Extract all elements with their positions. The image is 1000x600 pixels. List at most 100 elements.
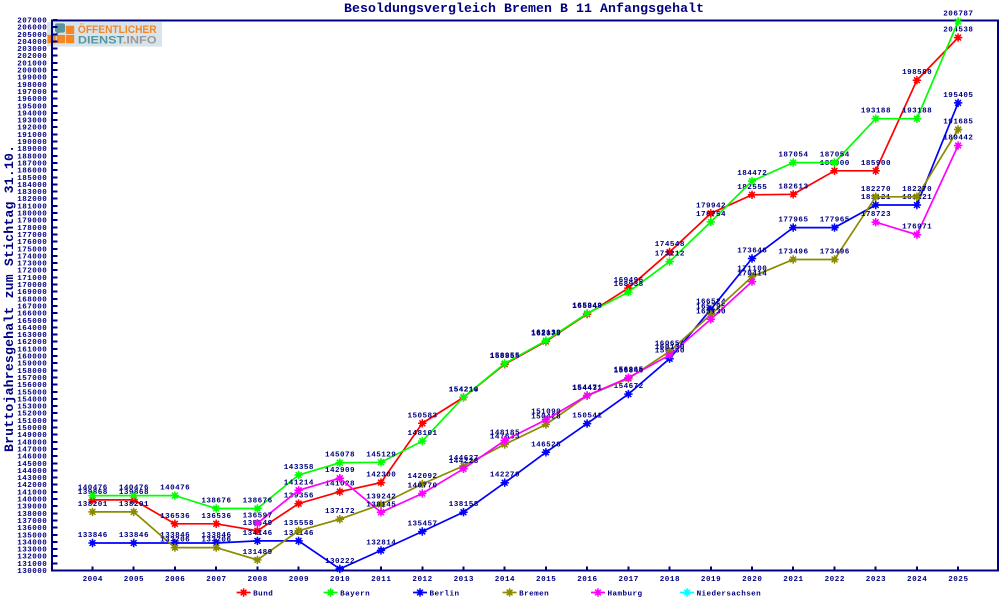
svg-text:2016: 2016 [577,576,597,584]
svg-text:137000: 137000 [17,518,47,526]
svg-text:179000: 179000 [17,218,47,226]
svg-text:160000: 160000 [17,354,47,362]
svg-text:203000: 203000 [17,46,47,54]
svg-text:134146: 134146 [243,530,273,538]
svg-text:2019: 2019 [701,576,721,584]
svg-text:164000: 164000 [17,325,47,333]
svg-text:167000: 167000 [17,304,47,312]
svg-text:151000: 151000 [17,418,47,426]
svg-text:ÖFFENTLICHER: ÖFFENTLICHER [78,23,157,36]
svg-text:2007: 2007 [206,576,226,584]
svg-text:174000: 174000 [17,253,47,261]
svg-text:131489: 131489 [243,549,273,557]
svg-text:182613: 182613 [778,183,808,191]
svg-text:Besoldungsvergleich Bremen B 1: Besoldungsvergleich Bremen B 11 Anfangsg… [344,1,704,16]
svg-text:145078: 145078 [325,452,355,460]
svg-text:157000: 157000 [17,375,47,383]
svg-text:158955: 158955 [490,353,520,361]
svg-text:173646: 173646 [737,248,767,256]
svg-text:DIENST.INFO: DIENST .INFO [78,35,157,47]
svg-text:130222: 130222 [325,558,355,566]
svg-text:187000: 187000 [17,161,47,169]
svg-text:186000: 186000 [17,168,47,176]
svg-text:2013: 2013 [454,576,474,584]
svg-text:138201: 138201 [78,501,108,509]
svg-text:162000: 162000 [17,339,47,347]
svg-text:152000: 152000 [17,411,47,419]
svg-text:2008: 2008 [248,576,268,584]
svg-text:136536: 136536 [160,513,190,521]
svg-text:185000: 185000 [17,175,47,183]
svg-text:2009: 2009 [289,576,309,584]
svg-text:131000: 131000 [17,561,47,569]
svg-text:176000: 176000 [17,239,47,247]
svg-text:182270: 182270 [861,186,891,194]
svg-text:202000: 202000 [17,53,47,61]
svg-text:158000: 158000 [17,368,47,376]
svg-text:191685: 191685 [943,119,973,127]
svg-text:165130: 165130 [696,308,726,316]
svg-text:2006: 2006 [165,576,185,584]
svg-text:193000: 193000 [17,118,47,126]
svg-text:172000: 172000 [17,268,47,276]
svg-text:143358: 143358 [284,464,314,472]
svg-text:159000: 159000 [17,361,47,369]
svg-text:142279: 142279 [490,472,520,480]
svg-text:136597: 136597 [243,512,273,520]
svg-text:135000: 135000 [17,532,47,540]
svg-text:204000: 204000 [17,39,47,47]
svg-text:198580: 198580 [902,69,932,77]
svg-text:150000: 150000 [17,425,47,433]
svg-text:2005: 2005 [124,576,144,584]
svg-text:162139: 162139 [531,330,561,338]
svg-text:162039: 162039 [531,330,561,338]
svg-text:165795: 165795 [696,304,726,312]
svg-text:138676: 138676 [243,498,273,506]
svg-text:144228: 144228 [449,458,479,466]
svg-text:160130: 160130 [655,344,685,352]
svg-text:185900: 185900 [861,160,891,168]
svg-text:193188: 193188 [902,108,932,116]
svg-text:146000: 146000 [17,454,47,462]
svg-text:184472: 184472 [737,170,767,178]
svg-text:191000: 191000 [17,132,47,140]
svg-text:207000: 207000 [17,18,47,26]
svg-text:196000: 196000 [17,96,47,104]
svg-text:139000: 139000 [17,504,47,512]
svg-text:133846: 133846 [119,532,149,540]
svg-text:142909: 142909 [325,467,355,475]
svg-text:171000: 171000 [17,275,47,283]
svg-text:2023: 2023 [866,576,886,584]
svg-text:143000: 143000 [17,475,47,483]
svg-text:147000: 147000 [17,447,47,455]
svg-text:2015: 2015 [536,576,556,584]
svg-text:206000: 206000 [17,25,47,33]
svg-text:169496: 169496 [614,277,644,285]
svg-text:156000: 156000 [17,382,47,390]
svg-text:133206: 133206 [160,537,190,545]
svg-text:150583: 150583 [408,412,438,420]
svg-text:197000: 197000 [17,89,47,97]
svg-text:166524: 166524 [696,298,726,306]
svg-text:140476: 140476 [119,485,149,493]
svg-text:174548: 174548 [655,241,685,249]
svg-text:177965: 177965 [820,217,850,225]
svg-text:154672: 154672 [614,383,644,391]
svg-text:2010: 2010 [330,576,350,584]
svg-text:2018: 2018 [660,576,680,584]
svg-text:188000: 188000 [17,153,47,161]
svg-text:150541: 150541 [572,413,602,421]
svg-text:151090: 151090 [531,409,561,417]
svg-text:134000: 134000 [17,539,47,547]
svg-text:138000: 138000 [17,511,47,519]
svg-text:165000: 165000 [17,318,47,326]
svg-text:199000: 199000 [17,75,47,83]
svg-text:141000: 141000 [17,489,47,497]
svg-text:138676: 138676 [201,498,231,506]
svg-text:153000: 153000 [17,404,47,412]
svg-text:175000: 175000 [17,246,47,254]
svg-text:205000: 205000 [17,32,47,40]
svg-text:133000: 133000 [17,547,47,555]
svg-text:142000: 142000 [17,482,47,490]
svg-text:173496: 173496 [820,249,850,257]
